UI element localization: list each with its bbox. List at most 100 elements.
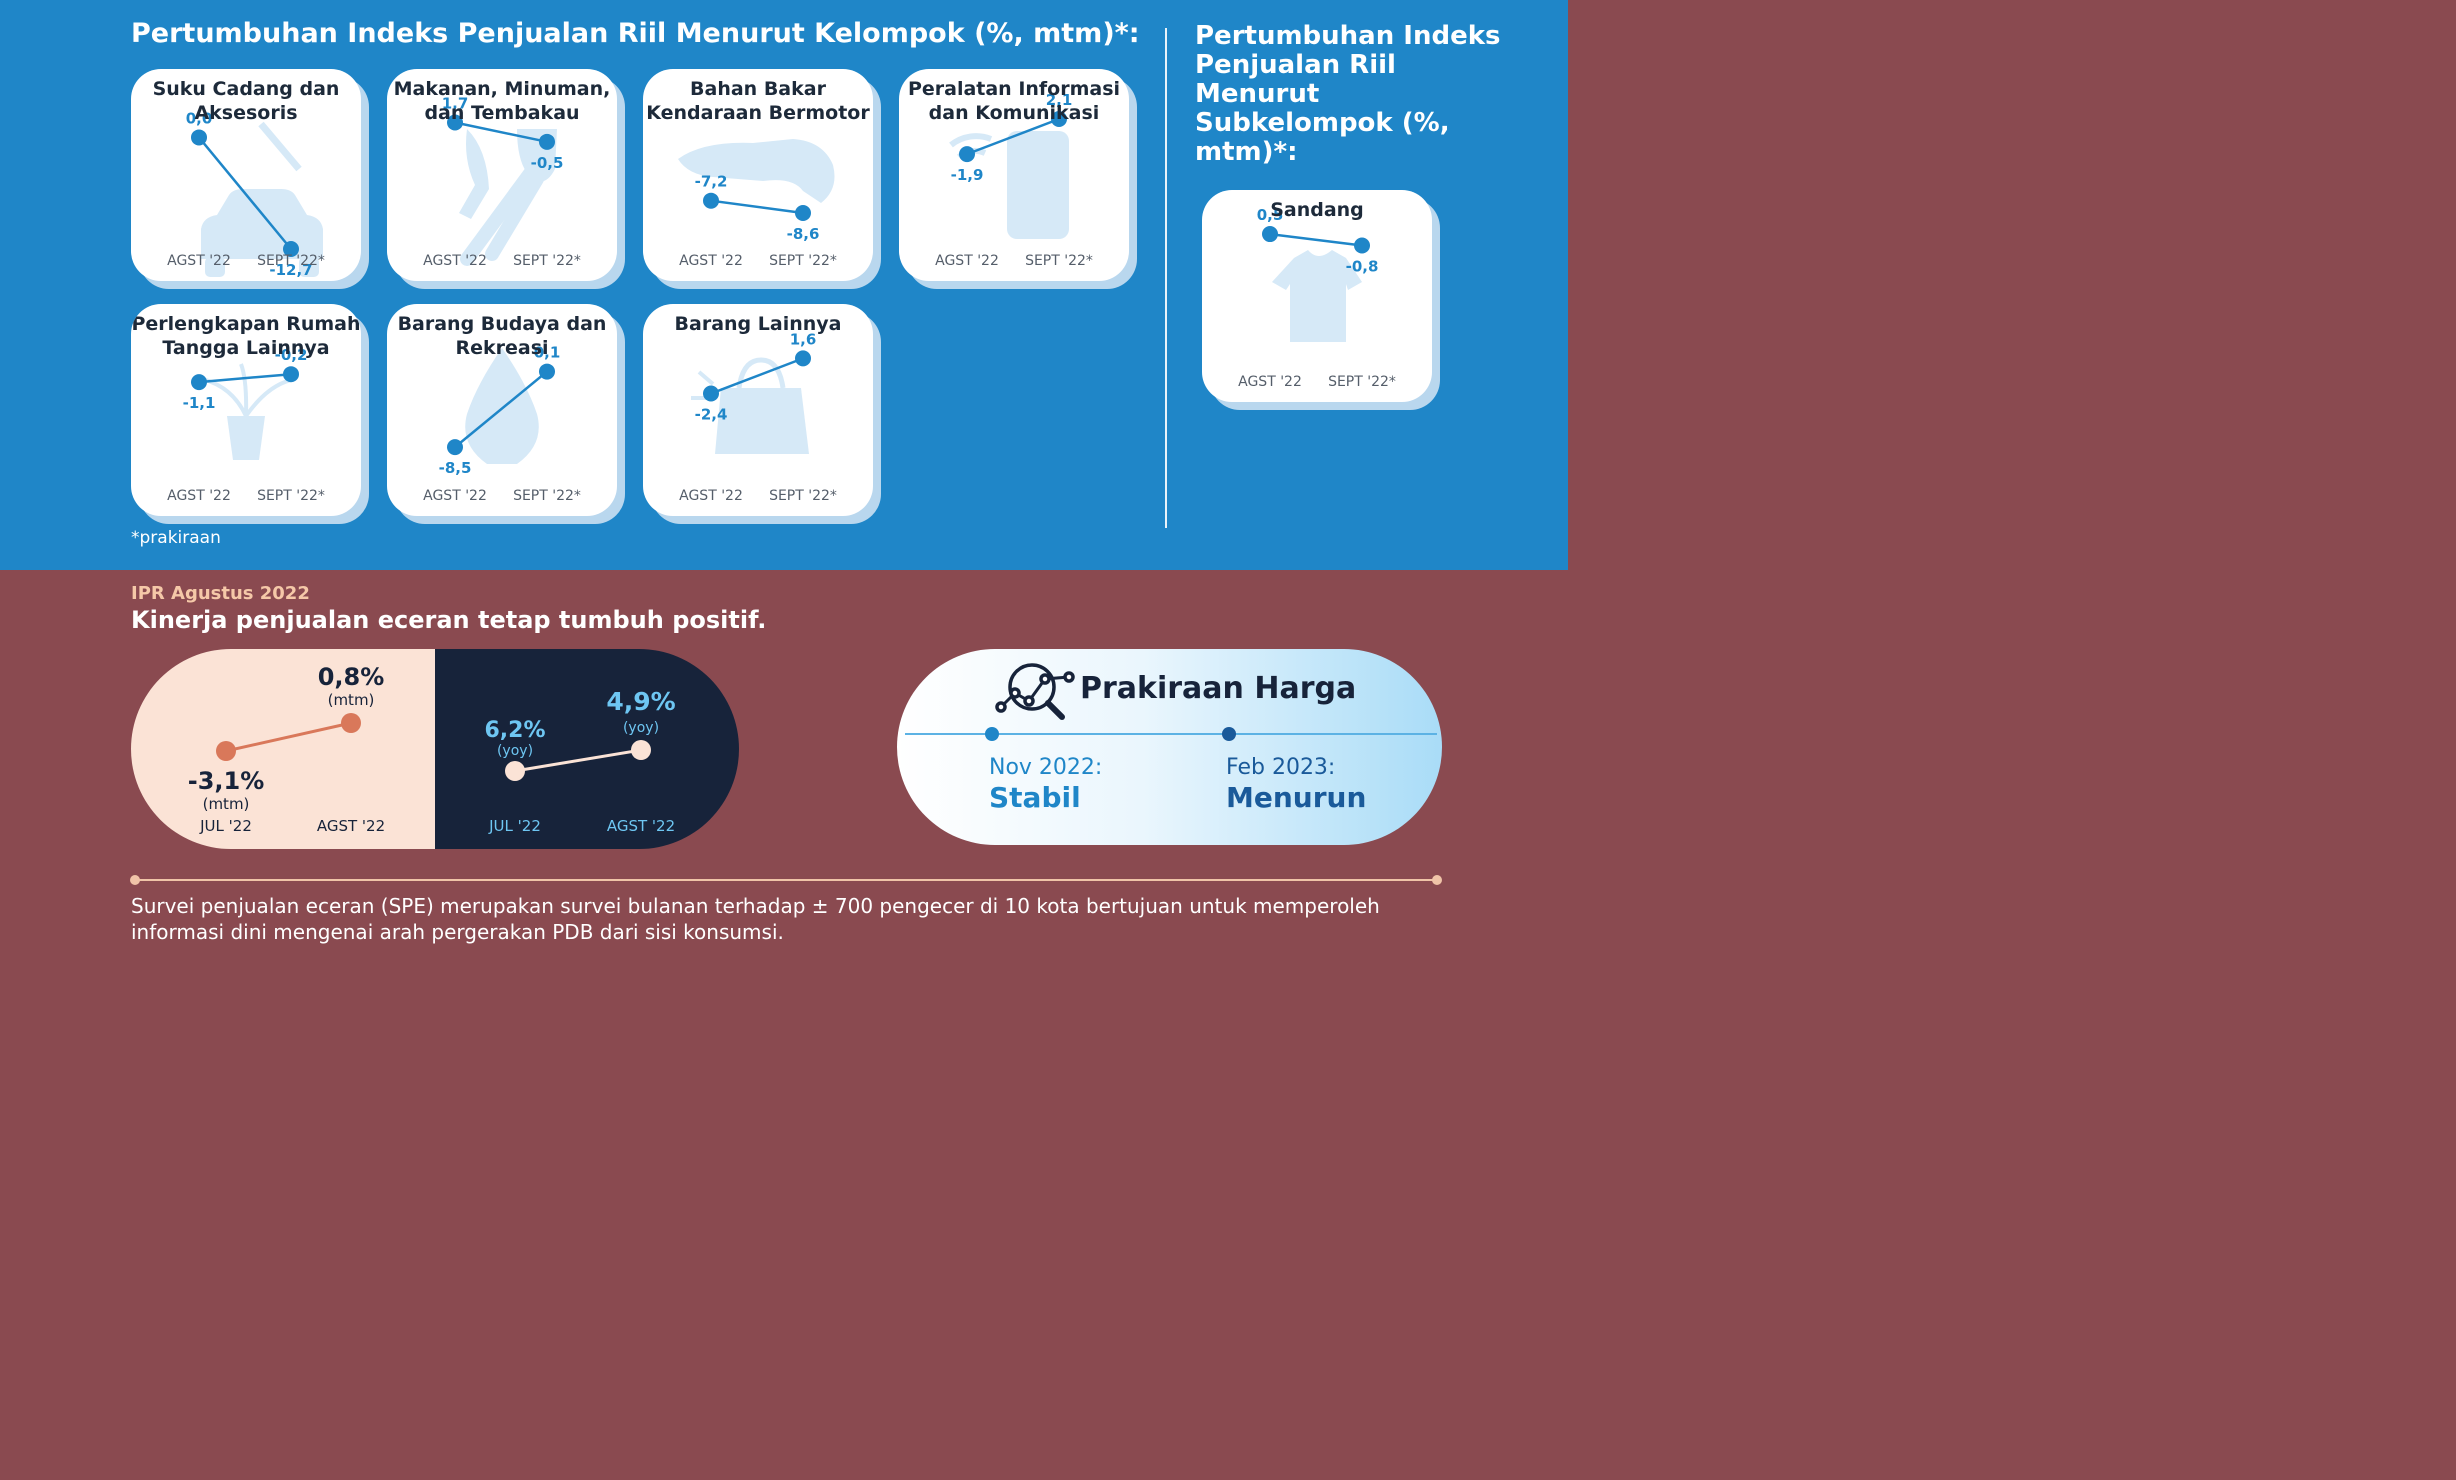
card-title: Suku Cadang dan Aksesoris: [152, 78, 340, 124]
data-point: [539, 363, 555, 380]
magnifier-chart-icon: [995, 663, 1075, 720]
series-line: [710, 357, 804, 395]
data-label: 1,7: [442, 95, 469, 113]
group-card: 1,7 AGST '22 -0,5 SEPT '22* Makanan, Minuman…: [387, 69, 617, 281]
tick-label: AGST '22: [935, 253, 999, 269]
data-label: -2,4: [695, 406, 728, 424]
data-label: -1,9: [951, 166, 984, 184]
series-line: [966, 117, 1060, 156]
forecast-month-feb: Feb 2023:: [1226, 755, 1336, 780]
data-point: [703, 192, 719, 209]
timeline-dot-feb: [1222, 727, 1236, 741]
data-point: [703, 385, 719, 402]
tick-label: AGST '22: [167, 253, 231, 269]
card-chart: -1,9 AGST '22 2,1 SEPT '22*: [935, 91, 1093, 269]
card-chart: 0,5 AGST '22 -0,8 SEPT '22*: [1238, 206, 1396, 390]
data-point: [191, 129, 207, 146]
mtm-point: [341, 713, 361, 733]
tick-label: SEPT '22*: [769, 253, 837, 269]
tick-label: AGST '22: [423, 488, 487, 504]
forecast-value-feb: Menurun: [1226, 781, 1367, 814]
separator-line: [135, 879, 1437, 881]
cutlery-icon: [459, 129, 557, 266]
yoy-half: [435, 649, 739, 849]
data-label: -0,8: [1346, 257, 1379, 275]
mtm-unit-label: (mtm): [328, 691, 375, 709]
series-line: [1269, 232, 1363, 247]
bag-icon: [691, 357, 809, 454]
yoy-point: [631, 740, 651, 760]
yoy-value-label: 4,9%: [606, 687, 675, 716]
mtm-unit-label: (mtm): [203, 795, 250, 813]
group-card: -1,1 AGST '22 -0,2 SEPT '22* Perlengkapan Ru…: [131, 304, 361, 516]
infographic: Pertumbuhan Indeks Penjualan Riil Menuru…: [0, 0, 1568, 945]
price-forecast-title: Prakiraan Harga: [1080, 671, 1357, 706]
data-label: -12,7: [269, 261, 312, 279]
mtm-value-label: -3,1%: [188, 767, 265, 795]
subgroup-title: Pertumbuhan Indeks Penjualan Riil Menuru…: [1195, 21, 1501, 167]
data-point: [447, 439, 463, 456]
data-label: 0,0: [186, 109, 213, 127]
card-chart: 1,7 AGST '22 -0,5 SEPT '22*: [423, 95, 581, 269]
mtm-half: [131, 649, 435, 849]
card-title: Makanan, Minuman, dan Tembakau: [393, 78, 611, 124]
group-card: 0,0 AGST '22 -12,7 SEPT '22* Suku Cadang dan…: [131, 69, 361, 281]
card-title: Sandang: [1270, 199, 1364, 221]
data-point: [795, 350, 811, 367]
price-forecast-graphic: [905, 663, 1437, 741]
yoy-point: [505, 761, 525, 781]
yoy-value-label: 6,2%: [484, 718, 545, 743]
mtm-line: [225, 721, 352, 753]
tick-label: AGST '22: [167, 488, 231, 504]
mtm-value-label: 0,8%: [318, 663, 385, 691]
price-forecast-pill: Prakiraan Harga Nov 2022: Stabil Feb 202…: [897, 649, 1442, 845]
sales-growth-panel: Pertumbuhan Indeks Penjualan Riil Menuru…: [0, 0, 1568, 570]
vase-icon: [465, 348, 539, 464]
tick-label: AGST '22: [679, 253, 743, 269]
tick-label: AGST '22: [1238, 374, 1302, 390]
tick-label: SEPT '22*: [257, 253, 325, 269]
card-chart: -1,1 AGST '22 -0,2 SEPT '22*: [167, 346, 325, 504]
mtm-tick-label: JUL '22: [199, 817, 252, 835]
tick-label: AGST '22: [423, 253, 487, 269]
series-line: [454, 370, 548, 449]
group-card: -1,9 AGST '22 2,1 SEPT '22* Peralatan Inform…: [899, 69, 1129, 281]
ipr-pill-chart: -3,1% (mtm) JUL '22 0,8% (mtm) AGST '22 6,2% (y…: [131, 649, 739, 849]
tick-label: SEPT '22*: [769, 488, 837, 504]
survey-description: Survei penjualan eceran (SPE) merupakan …: [131, 894, 1380, 944]
forecast-month-nov: Nov 2022:: [989, 755, 1103, 780]
separator-dot-right: [1432, 875, 1442, 885]
tick-label: SEPT '22*: [1328, 374, 1396, 390]
data-label: -8,6: [787, 225, 820, 243]
main-title: Pertumbuhan Indeks Penjualan Riil Menuru…: [131, 18, 1140, 49]
card-title: Barang Lainnya: [674, 313, 842, 335]
separator-dot-left: [130, 875, 140, 885]
forecast-value-nov: Stabil: [989, 781, 1081, 814]
series-line: [198, 372, 292, 384]
data-label: 1,6: [790, 330, 817, 348]
data-point: [283, 241, 299, 257]
card-title: Perlengkapan Rumah Tangga Lainnya: [131, 313, 361, 359]
plant-icon: [196, 363, 292, 460]
card-chart: -8,5 AGST '22 0,1 SEPT '22*: [423, 344, 581, 504]
data-label: 0,1: [534, 344, 561, 362]
yoy-tick-label: JUL '22: [488, 817, 541, 835]
ipr-chart-svg: -3,1%(mtm)JUL '220,8%(mtm)AGST '226,2%(y…: [188, 663, 676, 835]
group-card: -7,2 AGST '22 -8,6 SEPT '22* Bahan Bakar Ken…: [643, 69, 873, 281]
tick-label: SEPT '22*: [513, 488, 581, 504]
fuel-nozzle-icon: [678, 139, 835, 203]
ipr-label: IPR Agustus 2022: [131, 583, 310, 604]
yoy-tick-label: AGST '22: [607, 817, 675, 835]
data-label: -8,5: [439, 459, 472, 477]
data-label: -7,2: [695, 173, 728, 191]
ipr-headline: Kinerja penjualan eceran tetap tumbuh po…: [131, 606, 767, 634]
data-label: -1,1: [183, 394, 216, 412]
data-label: -0,2: [275, 346, 308, 364]
data-point: [1262, 226, 1278, 243]
group-card: 0,5 AGST '22 -0,8 SEPT '22* Sandang: [1202, 190, 1432, 402]
data-point: [1354, 237, 1370, 254]
timeline-dot-nov: [985, 727, 999, 741]
data-point: [539, 133, 555, 150]
mtm-point: [216, 741, 236, 761]
